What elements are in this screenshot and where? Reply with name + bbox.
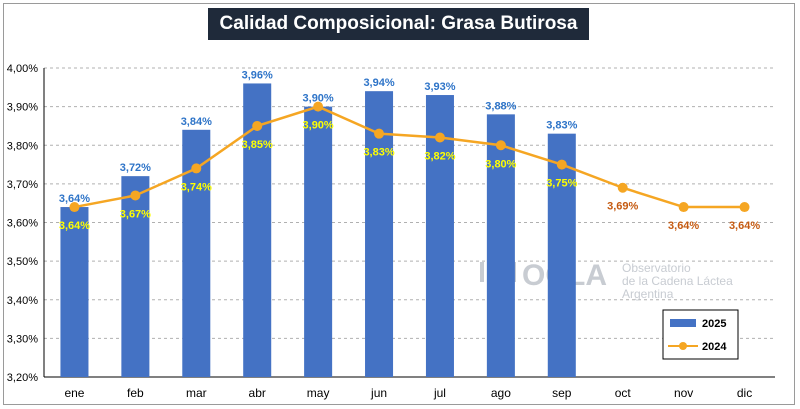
y-tick-label: 3,60% — [7, 218, 38, 230]
bar-label-2025: 3,72% — [120, 162, 151, 174]
point-label-2024: 3,80% — [485, 158, 516, 170]
y-axis-ticks: 3,20% 3,30% 3,40% 3,50% 3,60% 3,70% 3,80% 3,90%… — [7, 63, 38, 384]
bar-2025 — [547, 133, 576, 377]
ocla-watermark: OCLA Observatorio de la Cadena Láctea Ar… — [480, 258, 733, 301]
line-labels-2024: 3,64% 3,67% 3,74% 3,85% 3,90% 3,83% 3,82% 3,80%… — [59, 120, 760, 232]
point-label-2024: 3,82% — [424, 151, 455, 163]
bar-2025 — [304, 106, 333, 377]
point-2024 — [434, 132, 445, 143]
y-tick-label: 3,40% — [7, 295, 38, 307]
watermark-line1: Observatorio — [622, 261, 691, 275]
point-2024 — [556, 159, 567, 170]
point-2024 — [374, 128, 385, 139]
bar-label-2025: 3,64% — [59, 193, 90, 205]
bar-2025 — [60, 207, 89, 377]
point-2024 — [617, 182, 628, 193]
point-label-2024: 3,75% — [546, 178, 577, 190]
x-tick-label: mar — [186, 386, 207, 400]
point-2024 — [739, 202, 750, 213]
point-label-2024: 3,64% — [668, 220, 699, 232]
legend-swatch-2025 — [670, 319, 696, 327]
point-label-2024: 3,67% — [120, 208, 151, 220]
x-tick-label: abr — [249, 386, 266, 400]
watermark-line3: Argentina — [622, 287, 674, 301]
x-tick-label: dic — [737, 386, 752, 400]
point-2024 — [69, 202, 80, 213]
point-label-2024: 3,74% — [181, 181, 212, 193]
y-tick-label: 3,80% — [7, 140, 38, 152]
y-tick-label: 4,00% — [7, 63, 38, 75]
y-tick-label: 3,20% — [7, 372, 38, 384]
legend: 2025 2024 — [662, 309, 739, 360]
y-tick-label: 3,50% — [7, 256, 38, 268]
point-label-2024: 3,64% — [59, 220, 90, 232]
bar-labels-2025: 3,64% 3,72% 3,84% 3,96% 3,90% 3,94% 3,93% 3,88%… — [59, 69, 578, 205]
x-tick-label: feb — [127, 386, 144, 400]
bar-2025 — [486, 114, 515, 377]
point-2024 — [495, 140, 506, 151]
x-tick-label: ago — [491, 386, 511, 400]
grid-lines — [43, 67, 775, 378]
x-axis-ticks: ene feb mar abr may jun jul ago sep oct nov dic — [64, 386, 752, 400]
chart-title-box: Calidad Composicional: Grasa Butirosa — [208, 8, 589, 40]
series-line-2024 — [74, 105, 745, 209]
x-tick-label: ene — [64, 386, 84, 400]
x-tick-label: nov — [674, 386, 693, 400]
bar-label-2025: 3,90% — [303, 93, 334, 105]
y-tick-label: 3,70% — [7, 179, 38, 191]
bar-2025 — [365, 91, 394, 378]
watermark-line2: de la Cadena Láctea — [622, 274, 733, 288]
point-label-2024: 3,69% — [607, 201, 638, 213]
point-2024 — [313, 101, 324, 112]
point-2024 — [252, 120, 263, 131]
bar-label-2025: 3,96% — [242, 69, 273, 81]
x-tick-label: jul — [433, 386, 446, 400]
point-2024 — [191, 163, 202, 174]
x-tick-label: oct — [615, 386, 632, 400]
point-label-2024: 3,90% — [303, 120, 334, 132]
x-tick-label: may — [307, 386, 330, 400]
point-label-2024: 3,64% — [729, 220, 760, 232]
point-2024 — [130, 190, 141, 201]
y-tick-label: 3,90% — [7, 102, 38, 114]
x-tick-label: jun — [370, 386, 387, 400]
bars-2025 — [60, 83, 576, 378]
chart-title: Calidad Composicional: Grasa Butirosa — [219, 13, 578, 34]
legend-box — [662, 309, 739, 360]
legend-label-2025: 2025 — [702, 318, 726, 330]
bar-label-2025: 3,94% — [363, 77, 394, 89]
bar-label-2025: 3,93% — [424, 81, 455, 93]
bar-label-2025: 3,88% — [485, 100, 516, 112]
bar-2025 — [121, 176, 150, 377]
line-2024 — [69, 101, 750, 213]
y-tick-label: 3,30% — [7, 333, 38, 345]
x-tick-label: sep — [552, 386, 572, 400]
point-2024 — [678, 202, 689, 213]
legend-marker-2024 — [679, 342, 687, 350]
bar-label-2025: 3,83% — [546, 120, 577, 132]
point-label-2024: 3,85% — [242, 139, 273, 151]
bar-label-2025: 3,84% — [181, 116, 212, 128]
point-label-2024: 3,83% — [363, 147, 394, 159]
legend-label-2024: 2024 — [702, 341, 727, 353]
